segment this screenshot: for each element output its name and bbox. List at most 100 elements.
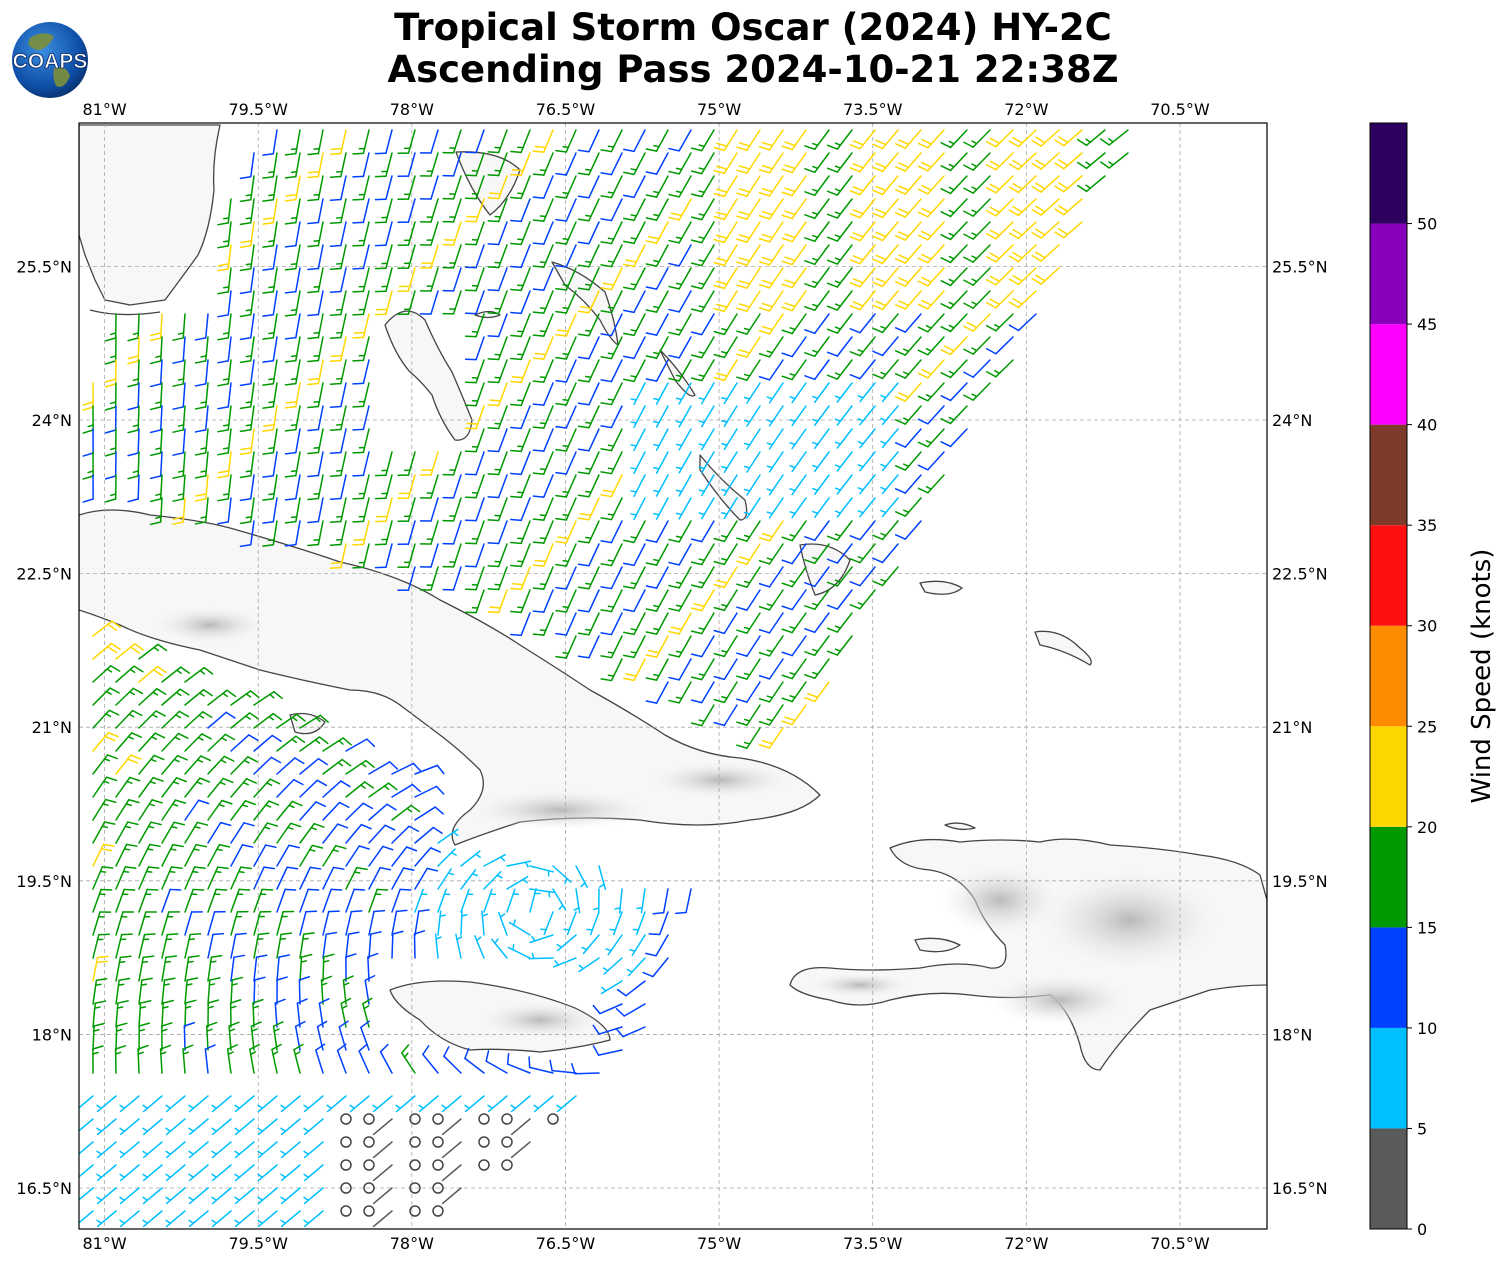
wind-barb [307, 359, 324, 386]
wind-barb [363, 1205, 375, 1217]
wind-barb [577, 474, 600, 498]
wind-barb [510, 152, 531, 177]
wind-barb [736, 290, 761, 312]
wind-barb [577, 244, 600, 268]
wind-barb [1077, 175, 1106, 193]
wind-barb [510, 336, 531, 361]
wind-barb [630, 474, 646, 498]
wind-barb [487, 405, 508, 430]
wind-barb [194, 405, 209, 433]
wind-barb [528, 952, 554, 960]
wind-barb [419, 566, 439, 591]
wind-barb [880, 428, 899, 449]
wind-barb [442, 244, 462, 269]
wind-barb [299, 910, 318, 936]
wind-barb [781, 566, 807, 588]
wind-barb [758, 359, 784, 381]
wind-barb [872, 267, 899, 288]
lat-tick-left: 25.5°N [16, 257, 72, 276]
wind-barb [184, 711, 213, 729]
wind-barb [230, 954, 246, 982]
wind-barb [605, 934, 623, 956]
wind-barb [713, 290, 738, 313]
wind-barb [563, 911, 577, 936]
wind-barb [532, 589, 554, 613]
wind-barb [917, 244, 945, 264]
wind-barb [184, 777, 211, 798]
wind-barb [675, 405, 692, 428]
wind-barb [789, 428, 807, 450]
wind-barb [812, 382, 830, 404]
wind-barb [115, 732, 143, 752]
wind-barb [397, 497, 416, 523]
wind-barb [207, 977, 221, 1005]
wind-barb [736, 175, 761, 197]
wind-barb [276, 735, 306, 752]
wind-barb [577, 428, 600, 452]
colorbar-segment [1370, 1128, 1407, 1229]
lat-tick-left: 19.5°N [16, 872, 72, 891]
wind-barb [532, 313, 554, 337]
wind-barb [397, 129, 416, 155]
wind-barb [645, 290, 669, 313]
wind-barb [940, 359, 968, 379]
wind-barb [336, 1043, 347, 1074]
wind-barb [736, 635, 761, 657]
wind-barb [917, 198, 945, 218]
wind-barb [165, 1095, 186, 1113]
wind-barb [758, 313, 784, 335]
wind-barb [622, 175, 646, 199]
wind-barb [329, 405, 347, 431]
wind-barb [781, 635, 807, 657]
wind-barb [506, 860, 532, 868]
wind-barb [963, 267, 991, 286]
wind-barb [307, 221, 324, 248]
wind-barb [184, 866, 206, 890]
wind-barb [217, 474, 232, 502]
wind-barb [230, 910, 249, 936]
wind-barb [161, 888, 182, 913]
wind-barb [322, 844, 347, 867]
wind-barb [442, 129, 462, 154]
wind-barb [668, 520, 692, 543]
wind-barb [940, 382, 968, 402]
wind-barb [239, 520, 255, 548]
wind-barb [917, 175, 945, 195]
colorbar: 0 5 10 15 20 25 30 35 40 45 50 [1369, 122, 1437, 1239]
wind-barb [92, 620, 122, 637]
wind-barb [555, 244, 577, 268]
wind-barb [138, 866, 160, 890]
wind-barb [149, 313, 163, 342]
wind-barb [284, 382, 301, 409]
wind-barb [736, 198, 761, 220]
wind-barb [329, 221, 347, 247]
wind-barb [721, 497, 738, 520]
wind-barb [464, 152, 485, 177]
wind-barb [600, 221, 623, 245]
wind-barb [172, 451, 186, 479]
wind-barb [149, 336, 163, 365]
wind-barb [460, 910, 468, 936]
wind-barb [985, 359, 1014, 378]
wind-barb [487, 221, 508, 246]
wind-barb [555, 589, 577, 613]
wind-barb [217, 313, 232, 341]
wind-barb [207, 689, 237, 706]
wind-barb [442, 267, 462, 292]
wind-barb [872, 566, 899, 587]
wind-barb [284, 359, 301, 386]
wind-barb [577, 198, 600, 222]
wind-barb [464, 313, 485, 338]
wind-barb [781, 244, 807, 266]
wind-barb [487, 198, 508, 223]
wind-barb [1008, 313, 1037, 332]
wind-barb [138, 955, 155, 982]
wind-barb [622, 658, 646, 682]
wind-barb [352, 175, 370, 201]
wind-barb [211, 1164, 232, 1182]
wind-barb [532, 359, 554, 383]
wind-barb [115, 843, 138, 867]
axis-ticks: 81°W 81°W 79.5°W 79.5°W 78°W 78°W 76.5°W 76.5°W… [16, 100, 1327, 1253]
wind-barb [510, 589, 531, 614]
wind-barb [442, 175, 462, 200]
